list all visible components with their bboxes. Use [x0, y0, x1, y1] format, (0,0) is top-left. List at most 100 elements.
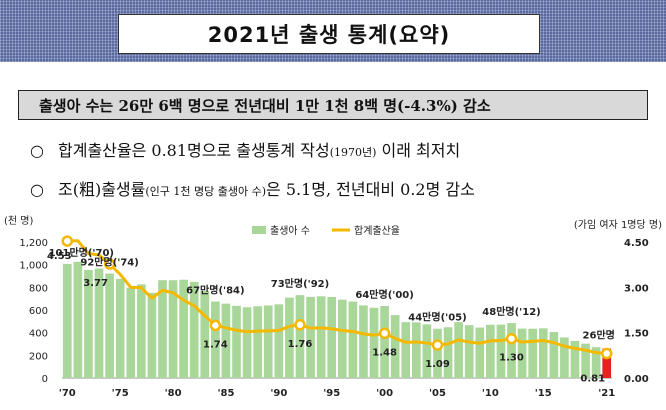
- birth-bar: [591, 347, 601, 378]
- birth-bar: [549, 331, 559, 378]
- left-tick-label: 600: [29, 306, 48, 317]
- birth-bar: [232, 305, 241, 378]
- tfr-data-label: 1.76: [288, 339, 313, 350]
- birth-bar: [316, 296, 326, 378]
- right-tick-label: 1.50: [624, 329, 649, 340]
- birth-data-label: 26만명: [583, 329, 615, 342]
- tfr-marker: [600, 347, 613, 360]
- birth-bar: [168, 280, 178, 378]
- tfr-marker: [209, 319, 222, 332]
- tfr-marker: [431, 339, 444, 351]
- birth-bar: [84, 269, 93, 378]
- birth-bar: [359, 305, 368, 378]
- summary-box: 출생아 수는 26만 6백 명으로 전년대비 1만 1천 8백 명(-4.3%)…: [18, 90, 648, 120]
- birth-bar: [211, 301, 220, 378]
- birth-bar: [147, 292, 157, 378]
- left-tick-label: 0: [42, 374, 48, 385]
- birth-bar: [517, 328, 527, 378]
- birth-bar: [348, 301, 358, 378]
- tfr-marker: [294, 319, 306, 331]
- bullet-text: 합계출산율은 0.81명으로 출생통계 작성: [58, 141, 330, 160]
- title-banner: 2021년 출생 통계(요약): [0, 0, 666, 62]
- right-axis-label: (가임 여자 1명당 명): [574, 218, 662, 231]
- left-axis-label: (천 명): [4, 215, 33, 227]
- left-tick-label: 1,200: [19, 238, 48, 249]
- left-tick-label: 400: [29, 329, 48, 340]
- birth-bar: [411, 322, 421, 378]
- bar-2021-highlight: [602, 348, 612, 378]
- birth-bar: [263, 305, 273, 378]
- birth-bar: [475, 327, 485, 378]
- x-tick-label: '15: [535, 388, 552, 399]
- legend-births-label: 출생아 수: [270, 225, 310, 237]
- tfr-marker: [378, 327, 391, 340]
- x-tick-label: '10: [482, 388, 499, 399]
- birth-bar: [390, 315, 400, 378]
- right-tick-label: 4.50: [624, 238, 649, 249]
- birth-bar: [486, 324, 495, 378]
- birth-data-label: 67만명('84): [186, 284, 244, 297]
- birth-bar: [62, 263, 72, 378]
- birth-bar: [306, 296, 315, 378]
- tfr-data-label: 1.30: [499, 353, 524, 364]
- bullet-tail: 은 5.1명, 전년대비 0.2명 감소: [266, 180, 475, 199]
- birth-bar: [200, 290, 210, 378]
- x-tick-label: '85: [217, 388, 234, 399]
- circle-bullet-icon: ○: [30, 180, 44, 199]
- birth-bar: [443, 327, 453, 378]
- birth-bar: [126, 287, 136, 378]
- birth-bar: [380, 306, 389, 378]
- birth-bar: [253, 306, 263, 378]
- tfr-marker: [103, 258, 116, 270]
- bullet-crude-birth-rate: ○ 조(粗)출생률 (인구 1천 명당 출생아 수) 은 5.1명, 전년대비 …: [30, 176, 475, 200]
- birth-bar: [327, 296, 337, 378]
- births-chart: (천 명) (가임 여자 1명당 명) 1,200 1,000 800 600 400 200…: [4, 215, 662, 399]
- tfr-marker: [505, 332, 518, 345]
- bullet-text: 조(粗)출생률: [58, 180, 146, 199]
- tfr-data-label: 1.48: [372, 347, 397, 358]
- birth-bar: [158, 280, 167, 378]
- birth-bar: [560, 337, 569, 378]
- birth-data-label: 101만명('70): [49, 246, 114, 259]
- birth-bar: [337, 299, 347, 378]
- x-tick-label: '70: [59, 388, 76, 399]
- birth-bar: [433, 328, 442, 378]
- tfr-marker: [61, 235, 74, 247]
- tfr-data-label: 0.81: [580, 374, 605, 385]
- left-tick-label: 1,000: [19, 261, 48, 272]
- bullet-total-fertility: ○ 합계출산율은 0.81명으로 출생통계 작성 (1970년) 이래 최저치: [30, 137, 460, 161]
- birth-bar: [115, 278, 125, 378]
- x-tick-label: '95: [323, 388, 340, 399]
- circle-bullet-icon: ○: [30, 141, 44, 160]
- x-tick-label: '00: [376, 388, 393, 399]
- birth-bar: [242, 307, 252, 378]
- birth-bar: [369, 307, 379, 378]
- birth-bar: [496, 324, 506, 378]
- birth-bar: [274, 304, 284, 378]
- birth-data-label: 44만명('05): [408, 311, 466, 324]
- tfr-data-label: 3.77: [83, 278, 108, 289]
- birth-bar: [538, 328, 548, 378]
- birth-bar: [422, 324, 432, 378]
- left-tick-label: 800: [29, 283, 48, 294]
- tfr-data-label: 1.09: [425, 359, 450, 370]
- birth-bar: [179, 279, 188, 378]
- birth-data-label: 64만명('00): [355, 288, 413, 301]
- birth-data-label: 92만명('74): [80, 256, 138, 269]
- birth-bar: [581, 343, 590, 378]
- x-tick-label: '75: [112, 388, 129, 399]
- right-tick-label: 3.00: [624, 283, 649, 294]
- tfr-data-label: 1.74: [203, 339, 228, 350]
- birth-bar: [454, 322, 463, 378]
- birth-bar: [105, 273, 114, 378]
- birth-bar: [401, 322, 411, 378]
- birth-bar: [189, 281, 199, 378]
- birth-data-label: 73만명('92): [271, 277, 329, 290]
- legend-tfr-label: 합계출산율: [354, 225, 400, 237]
- bullet-note: (인구 1천 명당 출생아 수): [145, 185, 267, 198]
- page-title: 2021년 출생 통계(요약): [118, 14, 540, 54]
- birth-bar: [507, 323, 516, 378]
- birth-bar: [528, 328, 538, 378]
- birth-bar: [73, 261, 83, 378]
- x-tick-label: '05: [429, 388, 446, 399]
